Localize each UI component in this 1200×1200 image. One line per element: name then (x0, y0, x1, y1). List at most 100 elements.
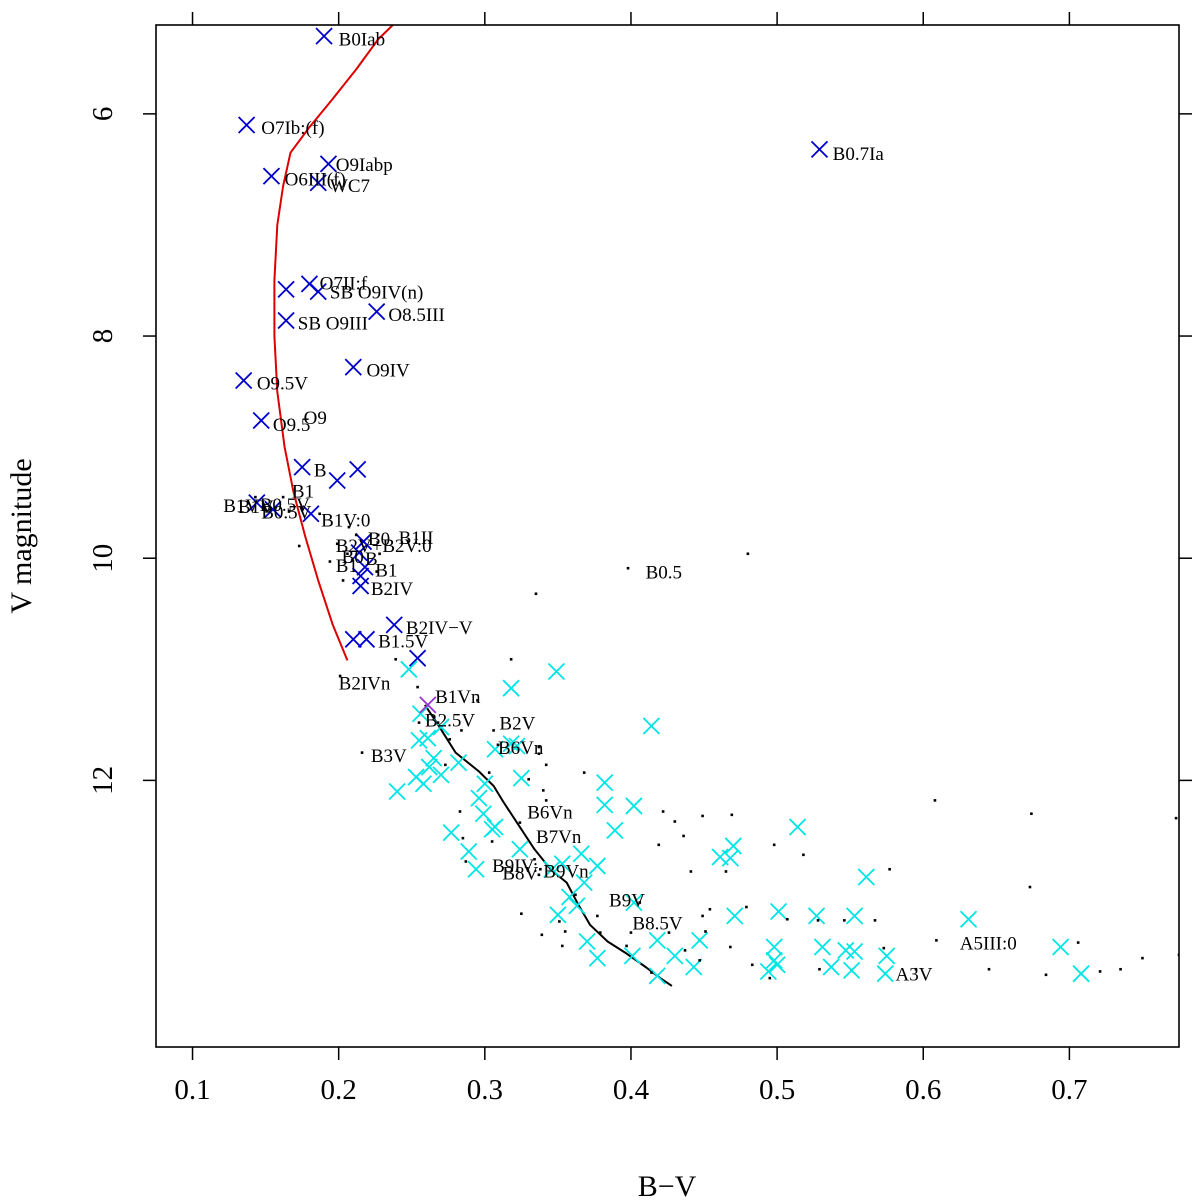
field-stars-dot (638, 901, 642, 904)
star-label: O9.5V (257, 374, 308, 395)
field-stars-dot (448, 737, 452, 741)
star-label: O9IV (366, 360, 410, 381)
cluster-members-point (625, 893, 643, 912)
ob-stars-point (302, 505, 320, 523)
field-stars-dot (746, 552, 750, 556)
cluster-members-point (411, 705, 430, 723)
field-stars-dot (987, 967, 991, 971)
field-stars-dot (596, 914, 599, 918)
field-stars-dot (708, 907, 712, 911)
cluster-members-point (726, 907, 744, 925)
cluster-members-point (596, 773, 614, 792)
ob-stars-point (264, 500, 282, 518)
cluster-members-point (768, 956, 786, 974)
star-label: B2IV (371, 579, 414, 600)
star-label: O7II:f (320, 274, 368, 295)
y-tick-label: 12 (87, 766, 119, 795)
field-stars-dot (816, 919, 820, 922)
star-label: SB O9III (298, 314, 368, 335)
ob-stars-point (248, 494, 266, 512)
cluster-members-point (666, 947, 684, 965)
upper-sequence-line (273, 25, 394, 661)
star-label: B0.5 (646, 563, 682, 584)
field-stars-dot (745, 905, 748, 909)
field-stars-dot (297, 544, 301, 548)
star-label: B1 (292, 481, 314, 502)
field-stars-dot (540, 933, 544, 937)
cluster-members-point (442, 823, 460, 842)
cluster-members-point (553, 855, 571, 873)
field-stars-dot (347, 525, 351, 529)
ob-stars-point (319, 155, 338, 173)
cluster-members-point (568, 897, 586, 915)
star-label: B8V (502, 864, 538, 885)
field-stars-dot (544, 799, 548, 802)
field-stars-dot (464, 860, 468, 863)
field-stars-dot (487, 771, 491, 774)
field-stars-dot (346, 552, 349, 556)
star-label: B (314, 460, 327, 481)
field-stars-dot (729, 945, 732, 949)
star-label: B6Vn (498, 738, 544, 759)
cluster-members-point (486, 740, 504, 758)
cluster-members-point (596, 796, 614, 814)
star-label: B0 (342, 547, 364, 568)
field-stars-dot (701, 814, 704, 818)
y-tick-label: 10 (87, 544, 119, 573)
data-points (235, 27, 1179, 985)
cluster-members-point (623, 947, 642, 965)
cluster-members-point (813, 938, 832, 956)
field-stars-dot (378, 552, 381, 556)
field-stars-dot (661, 810, 665, 813)
field-stars-dot (768, 976, 772, 980)
field-stars-dot (724, 870, 728, 873)
field-stars-dot (533, 857, 536, 861)
cluster-members-point (788, 818, 807, 836)
ob-stars-point (408, 649, 427, 667)
cluster-members-point (625, 797, 643, 815)
star-label: B9V (609, 890, 645, 911)
field-stars-dot (657, 843, 661, 847)
ob-stars-point (262, 167, 281, 185)
field-stars-dot (701, 914, 704, 918)
cluster-members-point (769, 902, 788, 921)
cluster-members-point (467, 860, 485, 878)
x-axis-title: B−V (638, 1170, 697, 1200)
star-label: B9Vn (543, 861, 589, 882)
cluster-members-point (425, 749, 443, 767)
cluster-members-point (549, 906, 567, 924)
field-stars-dot (629, 931, 633, 934)
ob-stars-point (315, 27, 333, 45)
ob-stars-point (328, 471, 346, 490)
field-stars-dot (914, 967, 918, 971)
field-stars-dot (318, 512, 321, 516)
field-stars-dot (360, 751, 364, 754)
field-stars-dot (335, 542, 339, 546)
cluster-members-point (843, 961, 861, 979)
x-tick-label: 0.3 (467, 1074, 503, 1106)
cluster-members-point (560, 888, 579, 906)
axes: 0.1 0.2 0.3 0.4 0.5 0.6 0.7 6 8 10 12 (87, 12, 1192, 1106)
star-label: B6Vn (527, 802, 573, 823)
cluster-members-point (578, 932, 596, 951)
cluster-members-point (420, 758, 438, 776)
field-stars-dot (496, 743, 500, 747)
ob-stars-point (237, 116, 256, 134)
cluster-members-point (449, 753, 468, 772)
cluster-members-point (543, 860, 561, 878)
cluster-members-point (414, 775, 433, 793)
field-stars-dot (490, 840, 494, 843)
cluster-members-point (547, 662, 566, 681)
star-label: B1V:0 (321, 510, 370, 531)
y-tick-label: 8 (87, 329, 119, 344)
ob-stars-point (344, 358, 362, 376)
field-stars-dot (375, 570, 378, 573)
star-label: B2V+B2V:0 (336, 536, 432, 557)
star-label: B0Iab (339, 29, 385, 50)
star-label: B3V (371, 746, 407, 767)
field-stars-dot (730, 813, 734, 817)
field-stars-dot (873, 919, 877, 922)
cluster-members-point (476, 775, 494, 793)
field-stars-dot (328, 560, 332, 563)
